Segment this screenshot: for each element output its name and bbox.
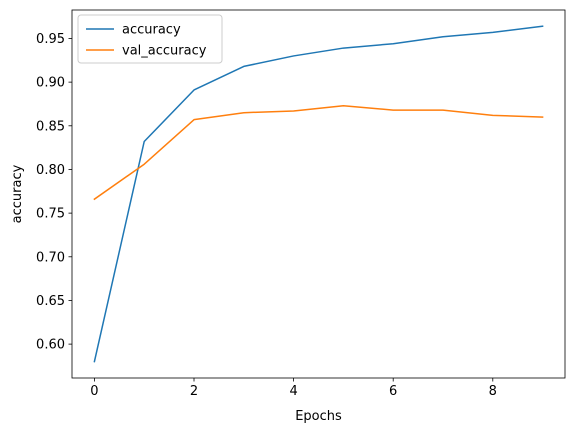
- x-tick-label: 2: [190, 384, 198, 399]
- y-tick-label: 0.90: [36, 76, 65, 91]
- axes-frame: [71, 9, 566, 379]
- y-tick-label: 0.70: [36, 250, 65, 265]
- x-tick-label: 0: [90, 384, 98, 399]
- y-tick-label: 0.75: [36, 207, 65, 222]
- plot-area: 0 2 4 6 8 0.60 0.65 0.70 0.75 0.80 0.85 0.90 0.95 acc…: [36, 9, 566, 399]
- series-line-val-accuracy: [93, 104, 544, 201]
- y-tick-label: 0.85: [36, 119, 65, 134]
- x-tick-label: 8: [489, 384, 497, 399]
- legend-box: [77, 14, 223, 64]
- y-axis-label: accuracy: [10, 164, 25, 223]
- x-tick-label: 4: [289, 384, 297, 399]
- y-tick-label: 0.60: [36, 338, 65, 353]
- y-tick-label: 0.80: [36, 163, 65, 178]
- legend-label-val-accuracy: val_accuracy: [122, 44, 207, 59]
- legend-label-accuracy: accuracy: [122, 23, 181, 38]
- x-axis-label: Epochs: [295, 409, 342, 424]
- y-tick-label: 0.95: [36, 32, 65, 47]
- y-tick-label: 0.65: [36, 294, 65, 309]
- x-tick-label: 6: [389, 384, 397, 399]
- series-line-accuracy: [93, 25, 544, 363]
